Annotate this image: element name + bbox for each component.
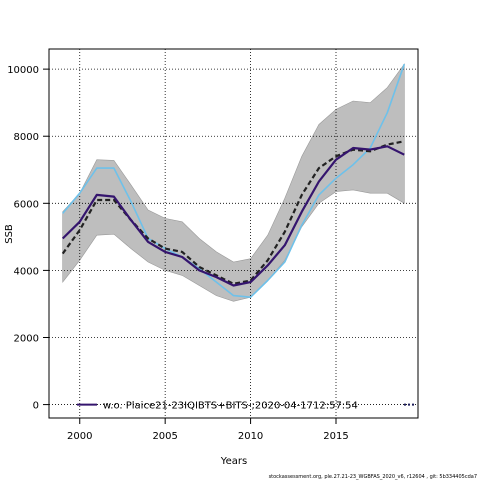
y-tick-label: 2000 [14,333,39,344]
x-tick-label: 2005 [152,431,177,442]
y-tick-label: 0 [33,401,39,412]
plot-area: w.o. Plaice21-23IQIBTS+BITS-;2020-04-171… [7,48,419,442]
y-axis-title: SSB [4,224,15,244]
y-tick-label: 6000 [14,199,39,210]
series-line-dark-purple [61,145,405,287]
x-tick-label: 2000 [67,431,92,442]
x-tick-label: 2010 [238,431,263,442]
y-tick-label: 10000 [7,65,39,76]
plot-frame [48,48,419,419]
legend-label: w.o. Plaice21-23IQIBTS+BITS-;2020-04-171… [103,401,358,412]
x-tick-label: 2015 [323,431,348,442]
series-line-light-blue [62,63,406,299]
x-axis-title: Years [220,456,247,467]
y-tick-label: 4000 [14,266,39,277]
y-tick-label: 8000 [14,132,39,143]
footer-credit: stockassessment.org, ple.27.21-23_WGBFAS… [269,474,477,480]
